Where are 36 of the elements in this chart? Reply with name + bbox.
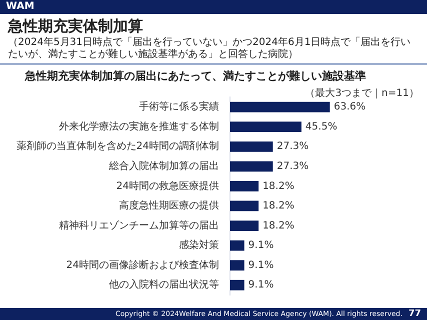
y-tick-label: 手術等に係る実績 xyxy=(139,100,219,113)
bar xyxy=(230,240,244,251)
data-label: 27.3% xyxy=(276,161,309,172)
bar xyxy=(230,280,244,290)
y-tick-label: 精神科リエゾンチーム加算等の届出 xyxy=(59,219,219,232)
data-label: 18.2% xyxy=(262,220,294,232)
data-label: 18.2% xyxy=(262,180,294,192)
y-tick-label: 総合入院体制加算の届出 xyxy=(108,160,219,172)
data-label: 18.2% xyxy=(262,200,294,212)
chart-title: 急性期充実体制加算の届出にあたって、満たすことが難しい施設基準 xyxy=(24,69,366,82)
bar xyxy=(230,122,302,132)
bar xyxy=(230,161,273,172)
data-label: 27.3% xyxy=(276,141,309,152)
data-label: 45.5% xyxy=(305,121,338,132)
y-tick-label: 薬剤師の当直体制を含めた24時間の調剤体制 xyxy=(16,140,219,152)
data-label: 63.6% xyxy=(334,102,366,113)
y-tick-label: 24時間の救急医療提供 xyxy=(116,180,219,192)
bar xyxy=(230,260,244,271)
y-tick-label: 他の入院料の届出状況等 xyxy=(109,278,219,291)
data-label: 9.1% xyxy=(248,240,274,252)
bar xyxy=(230,200,259,212)
bar xyxy=(230,181,259,192)
y-tick-label: 高度急性期医療の提供 xyxy=(119,200,219,212)
text: 急性期充実体制加算 xyxy=(6,16,144,36)
data-label: 9.1% xyxy=(248,260,274,271)
bar xyxy=(230,102,330,112)
annotation: （最大3つまで｜n=11） xyxy=(305,86,419,100)
y-tick-label: 24時間の画像診断および検査体制 xyxy=(66,258,219,271)
bar xyxy=(230,220,259,231)
text: 77 xyxy=(408,309,421,319)
text: （2024年5月31日時点で「届出を行っていない」かつ2024年6月1日時点で「届出を行いたいが、満たすことが難しい施設基準がある」と回答した病院） xyxy=(0,36,427,65)
bar xyxy=(230,141,273,152)
y-tick-label: 外来化学療法の実施を推進する体制 xyxy=(59,120,219,132)
text: WAM xyxy=(0,0,427,14)
data-label: 9.1% xyxy=(248,280,274,291)
y-tick-label: 感染対策 xyxy=(179,239,219,252)
